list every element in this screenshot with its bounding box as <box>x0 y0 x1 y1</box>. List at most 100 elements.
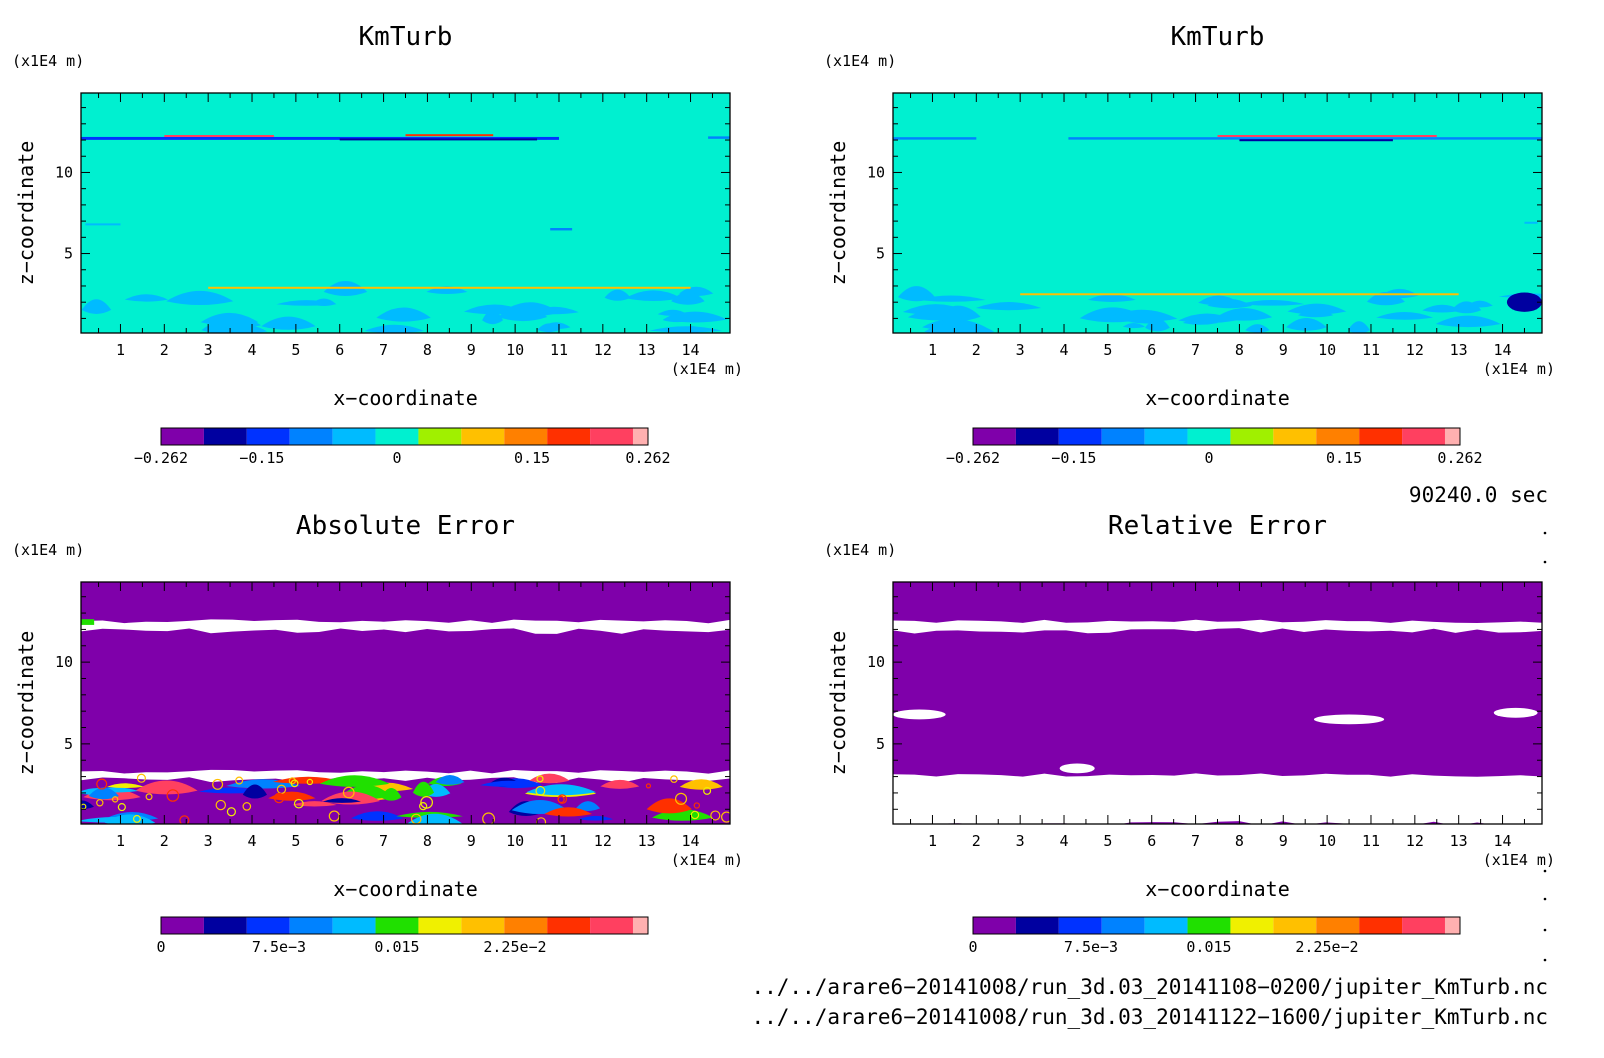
contour-band <box>164 135 274 137</box>
chart-title: Absolute Error <box>296 511 515 541</box>
x-tick-label: 5 <box>1103 832 1112 850</box>
x-tick-label: 12 <box>1406 832 1424 850</box>
error-contour <box>96 778 108 790</box>
contour-band <box>1068 137 1542 140</box>
x-tick-label: 9 <box>467 832 476 850</box>
turbulence-eddy <box>200 312 259 326</box>
x-tick-label: 10 <box>1318 832 1336 850</box>
colorbar-swatch <box>203 917 247 934</box>
colorbar-tick-label: −0.15 <box>239 449 284 467</box>
turbulence-eddy <box>907 308 972 321</box>
turbulence-eddy <box>187 294 214 300</box>
undefined-region <box>81 619 730 634</box>
colorbar-frame <box>972 427 1461 446</box>
x-unit-label: (x1E4 m) <box>671 851 743 869</box>
x-tick-label: 13 <box>638 832 656 850</box>
turbulence-eddy <box>1422 304 1462 313</box>
error-contour <box>179 815 190 824</box>
x-tick-label: 11 <box>550 832 568 850</box>
contour-band <box>405 134 494 137</box>
colorbar-swatch <box>418 917 462 934</box>
colorbar-swatch <box>289 917 333 934</box>
error-contour <box>693 802 700 809</box>
x-tick-label: 7 <box>1191 341 1200 359</box>
colorbar-swatch <box>1187 917 1231 934</box>
turbulence-eddy <box>1178 313 1236 324</box>
turbulence-eddy <box>364 324 425 333</box>
colorbar-tick-label: −0.262 <box>946 449 1000 467</box>
x-axis-label: x−coordinate <box>333 877 478 901</box>
turbulence-eddy <box>124 294 168 302</box>
y-tick-label: 10 <box>867 163 885 181</box>
turbulence-eddy <box>412 781 435 797</box>
turbulence-eddy <box>604 289 631 301</box>
plot-area <box>81 93 730 333</box>
turbulence-eddy <box>537 323 561 333</box>
turbulence-eddy <box>1286 318 1327 331</box>
colorbar-swatch <box>973 428 1016 445</box>
x-tick-label: 4 <box>248 832 257 850</box>
turbulence-eddy <box>646 798 692 814</box>
y-axis-label: z−coordinate <box>14 141 38 286</box>
colorbar-swatch <box>1402 428 1445 445</box>
turbulence-eddy <box>88 787 119 800</box>
x-unit-label: (x1E4 m) <box>1483 851 1555 869</box>
colorbar-tick-label: 7.5e−3 <box>252 938 306 956</box>
colorbar-frame <box>160 916 649 935</box>
x-tick-label: 3 <box>1016 341 1025 359</box>
colorbar-swatch <box>547 428 591 445</box>
colorbar-swatch <box>632 917 648 934</box>
error-contour <box>293 798 304 809</box>
turbulence-eddy <box>376 307 431 322</box>
turbulence-eddy <box>381 787 402 801</box>
colorbar-tick-label: 0 <box>156 938 165 956</box>
error-contour <box>710 810 721 821</box>
colorbar-swatch <box>590 917 633 934</box>
error-contour <box>535 785 546 796</box>
chart-title: KmTurb <box>1171 22 1265 52</box>
x-tick-label: 1 <box>928 832 937 850</box>
x-tick-label: 1 <box>928 341 937 359</box>
turbulence-eddy <box>671 292 705 305</box>
y-tick-label: 5 <box>876 245 885 263</box>
contour-blob <box>1493 707 1538 718</box>
x-tick-label: 2 <box>160 341 169 359</box>
x-unit-label: (x1E4 m) <box>671 360 743 378</box>
colorbar-tick-label: 0 <box>1204 449 1213 467</box>
turbulence-eddy <box>1239 299 1305 306</box>
x-tick-label: 13 <box>1450 341 1468 359</box>
error-contour <box>145 793 153 801</box>
dot-marker <box>1543 958 1547 962</box>
x-tick-label: 12 <box>594 341 612 359</box>
colorbar-swatch <box>1316 917 1360 934</box>
x-tick-label: 6 <box>335 832 344 850</box>
dot-markers <box>1543 531 1547 962</box>
colorbar-swatch <box>246 428 290 445</box>
colorbar-swatch <box>1273 917 1317 934</box>
x-tick-label: 11 <box>550 341 568 359</box>
file-path-1: ../../arare6−20141008/run_3d.03_20141108… <box>751 975 1548 999</box>
turbulence-eddy <box>351 811 404 821</box>
error-contour <box>703 786 712 795</box>
colorbar-swatch <box>1230 917 1274 934</box>
colorbar-swatch <box>1015 428 1059 445</box>
x-tick-label: 7 <box>1191 832 1200 850</box>
x-tick-label: 3 <box>204 832 213 850</box>
x-tick-label: 14 <box>682 832 700 850</box>
x-tick-label: 4 <box>1060 832 1069 850</box>
colorbar-swatch <box>547 917 591 934</box>
contour-blob <box>893 709 946 720</box>
x-tick-label: 6 <box>1147 832 1156 850</box>
y-tick-label: 10 <box>55 163 73 181</box>
error-contour <box>242 802 252 811</box>
field-background <box>893 93 1542 333</box>
x-tick-label: 9 <box>1279 832 1288 850</box>
x-tick-label: 11 <box>1362 832 1380 850</box>
x-tick-label: 1 <box>116 832 125 850</box>
y-tick-label: 5 <box>64 245 73 263</box>
error-contour <box>342 786 355 799</box>
chart-title: Relative Error <box>1108 511 1327 541</box>
error-contour <box>536 775 544 783</box>
